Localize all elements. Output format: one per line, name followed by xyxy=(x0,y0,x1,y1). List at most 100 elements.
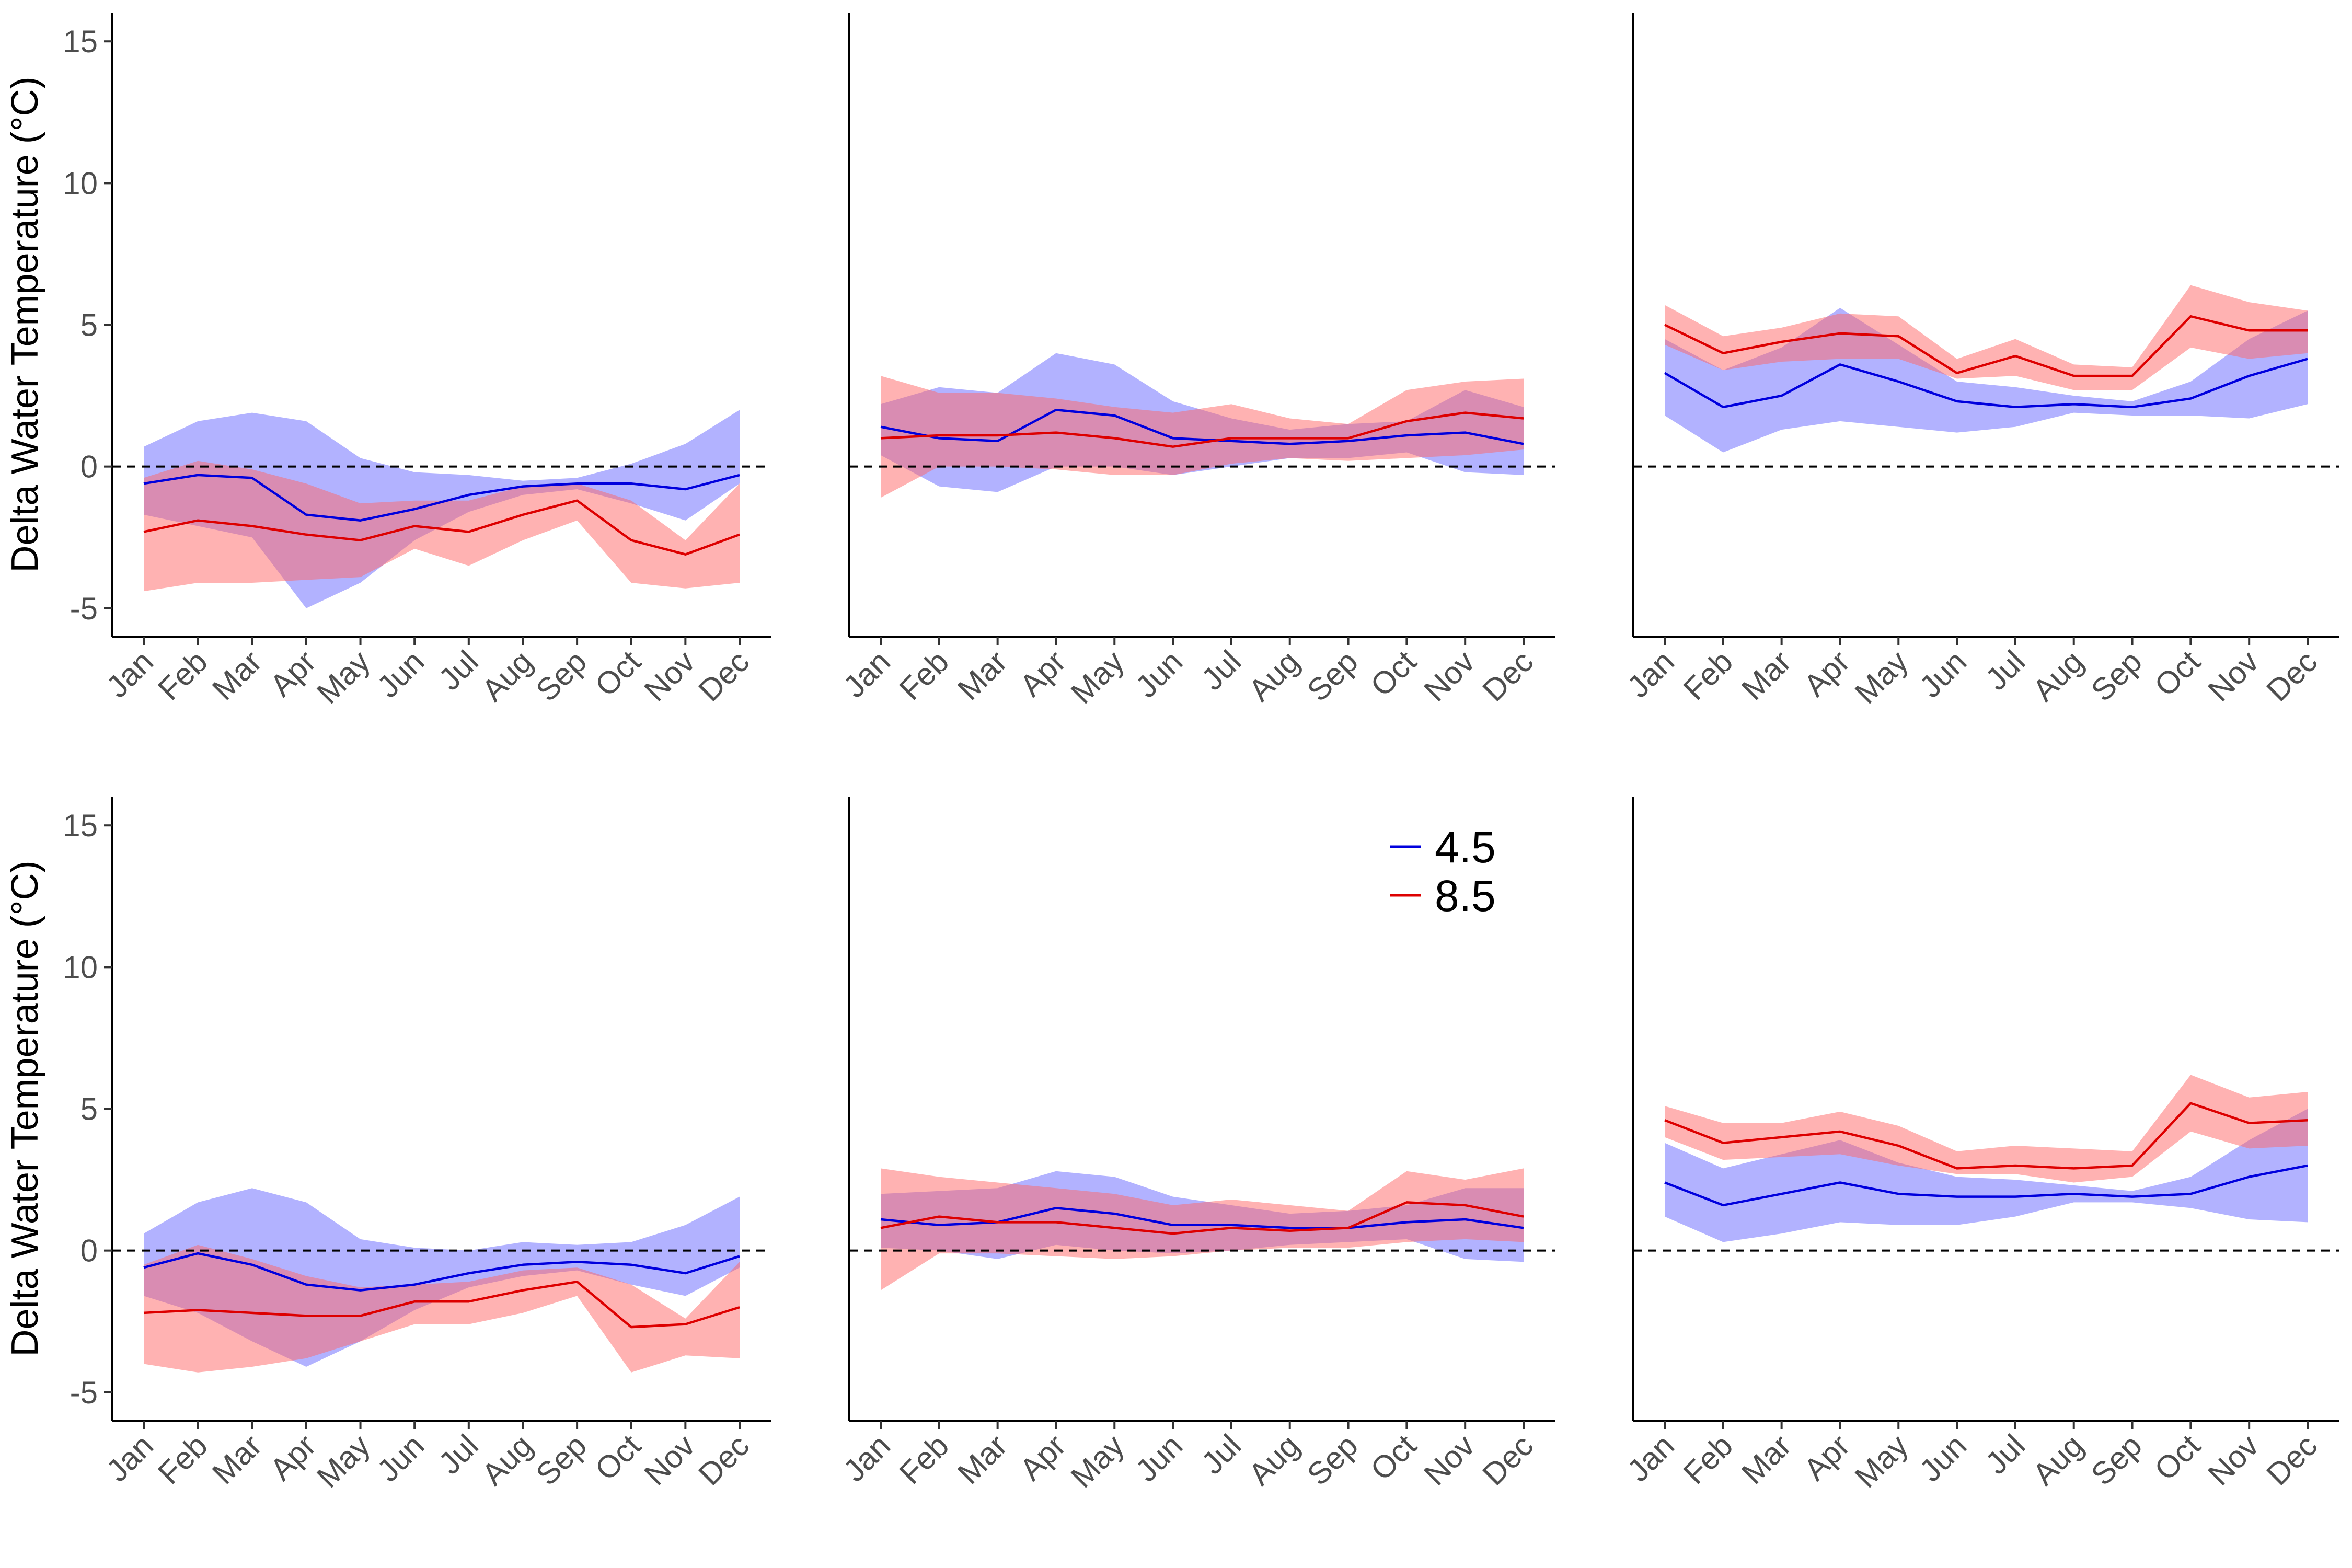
y-tick-label: -5 xyxy=(70,591,98,626)
x-tick-label: Sep xyxy=(1300,644,1365,708)
x-tick-label: May xyxy=(1064,644,1131,711)
x-tick-label: May xyxy=(1848,644,1915,711)
series-line-85-row2-col3 xyxy=(1664,1102,2308,1170)
series-line-85-row1-col2 xyxy=(880,411,1524,448)
x-tick-label: May xyxy=(1848,1428,1915,1495)
x-tick-label: Apr xyxy=(1797,1428,1856,1487)
x-tick-label: Sep xyxy=(2084,1428,2149,1492)
y-axis-label-row2: Delta Water Temperature (°C) xyxy=(4,860,46,1356)
x-tick-label: Nov xyxy=(638,644,702,708)
x-tick-label: Feb xyxy=(1677,644,1739,707)
series-line-45-row2-col2 xyxy=(880,1207,1524,1229)
series-line-45-row2-col3 xyxy=(1664,1164,2308,1207)
x-tick-label: Jun xyxy=(371,644,431,705)
x-tick-label: Aug xyxy=(1242,1428,1306,1492)
series-line-85-row1-col3 xyxy=(1664,315,2308,377)
y-tick-label: 10 xyxy=(63,950,98,985)
x-tick-label: Feb xyxy=(151,644,214,707)
y-tick-label: 15 xyxy=(63,808,98,843)
band-85-row2-col1 xyxy=(144,1244,740,1373)
x-tick-label: Sep xyxy=(1300,1428,1365,1492)
x-tick-label: Dec xyxy=(691,1428,756,1492)
legend-label-s85: 8.5 xyxy=(1435,871,1496,920)
x-tick-label: Sep xyxy=(529,644,593,708)
band-85-row1-col1 xyxy=(144,460,740,592)
x-tick-label: Apr xyxy=(263,644,322,703)
x-tick-label: Jul xyxy=(432,1428,485,1481)
x-tick-label: May xyxy=(310,1428,377,1495)
x-tick-label: Apr xyxy=(263,1428,322,1487)
x-tick-label: Dec xyxy=(2259,1428,2324,1492)
band-45-row2-col3 xyxy=(1665,1109,2308,1242)
x-tick-label: Dec xyxy=(1475,644,1540,708)
x-tick-label: Oct xyxy=(2148,644,2207,704)
band-85-row1-col3 xyxy=(1665,285,2308,390)
x-tick-label: Dec xyxy=(2259,644,2324,708)
x-tick-label: Nov xyxy=(2201,1428,2266,1492)
y-tick-label: 0 xyxy=(80,1233,98,1269)
x-tick-label: May xyxy=(310,644,377,711)
series-line-85-row1-col1 xyxy=(143,499,740,556)
x-tick-label: Jul xyxy=(1194,644,1248,697)
x-tick-label: Jun xyxy=(1128,1428,1189,1489)
x-tick-label: Aug xyxy=(475,1428,539,1492)
series-line-45-row2-col1 xyxy=(143,1252,740,1292)
x-tick-label: Mar xyxy=(951,644,1013,707)
y-tick-label: 10 xyxy=(63,166,98,201)
x-tick-label: Nov xyxy=(638,1428,702,1492)
x-tick-label: Jun xyxy=(371,1428,431,1489)
x-tick-label: Aug xyxy=(475,644,539,708)
x-tick-label: Oct xyxy=(589,644,648,704)
x-tick-label: Jan xyxy=(836,644,897,705)
x-tick-label: Apr xyxy=(1013,644,1072,703)
x-tick-label: Aug xyxy=(1242,644,1306,708)
y-tick-label: 15 xyxy=(63,24,98,59)
legend: 4.58.5 xyxy=(1390,823,1496,920)
x-tick-label: Sep xyxy=(529,1428,593,1492)
x-tick-label: Nov xyxy=(2201,644,2266,708)
x-tick-label: Nov xyxy=(1417,644,1482,708)
x-tick-label: Apr xyxy=(1797,644,1856,703)
x-tick-label: Oct xyxy=(1364,1428,1423,1488)
x-tick-label: Jul xyxy=(1978,1428,2032,1481)
x-tick-label: Mar xyxy=(951,1428,1013,1491)
x-tick-label: Jul xyxy=(432,644,485,697)
x-tick-label: Feb xyxy=(893,1428,955,1491)
x-tick-label: Dec xyxy=(691,644,756,708)
x-tick-label: Aug xyxy=(2026,1428,2090,1492)
x-tick-label: Mar xyxy=(205,1428,268,1491)
x-tick-label: Nov xyxy=(1417,1428,1482,1492)
x-tick-label: Mar xyxy=(1735,644,1797,707)
x-tick-label: Mar xyxy=(1735,1428,1797,1491)
x-tick-label: Feb xyxy=(1677,1428,1739,1491)
x-tick-label: Jan xyxy=(99,644,160,705)
x-tick-label: Jul xyxy=(1978,644,2032,697)
x-tick-label: Jun xyxy=(1912,644,1973,705)
x-tick-label: Sep xyxy=(2084,644,2149,708)
x-tick-label: Oct xyxy=(2148,1428,2207,1488)
y-tick-label: 0 xyxy=(80,449,98,485)
series-line-85-row2-col2 xyxy=(880,1201,1524,1235)
x-tick-label: Dec xyxy=(1475,1428,1540,1492)
x-tick-label: Aug xyxy=(2026,644,2090,708)
x-tick-label: Feb xyxy=(893,644,955,707)
band-85-row2-col3 xyxy=(1665,1075,2308,1183)
x-tick-label: May xyxy=(1064,1428,1131,1495)
x-tick-label: Jul xyxy=(1194,1428,1248,1481)
x-tick-label: Jun xyxy=(1912,1428,1973,1489)
y-tick-label: 5 xyxy=(80,1092,98,1127)
series-line-45-row1-col2 xyxy=(880,408,1524,445)
x-tick-label: Jan xyxy=(99,1428,160,1489)
x-tick-label: Jan xyxy=(1620,644,1681,705)
y-tick-label: 5 xyxy=(80,308,98,343)
x-tick-label: Mar xyxy=(205,644,268,707)
series-line-45-row1-col1 xyxy=(143,474,740,522)
y-axis-label-row1: Delta Water Temperature (°C) xyxy=(4,76,46,572)
x-tick-label: Oct xyxy=(1364,644,1423,704)
